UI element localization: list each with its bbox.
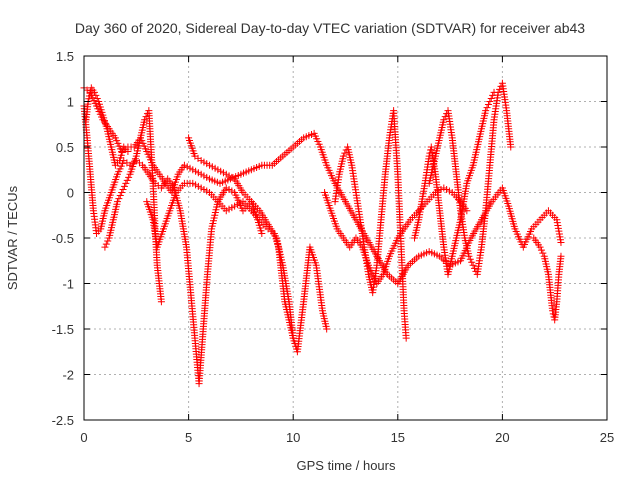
y-tick-label: -2 — [62, 368, 74, 383]
data-point-marker — [553, 219, 561, 227]
data-point-marker — [339, 152, 347, 160]
x-tick-label: 0 — [80, 430, 87, 445]
y-tick-label: -1.5 — [52, 322, 74, 337]
data-point-marker — [289, 334, 297, 342]
data-point-marker — [157, 298, 165, 306]
data-point-marker — [441, 113, 449, 121]
series-track-g — [331, 107, 410, 342]
data-point-marker — [425, 152, 433, 160]
data-point-marker — [536, 243, 544, 251]
x-tick-label: 15 — [391, 430, 405, 445]
data-point-marker — [104, 237, 112, 245]
data-point-marker — [483, 104, 491, 112]
data-point-marker — [465, 252, 473, 260]
x-tick-label: 10 — [286, 430, 300, 445]
y-tick-label: 0 — [67, 186, 74, 201]
data-point-marker — [466, 255, 474, 263]
data-point-marker — [93, 94, 101, 102]
series-track-e — [185, 134, 266, 237]
data-point-marker — [555, 230, 563, 238]
data-point-marker — [486, 98, 494, 105]
data-point-marker — [557, 252, 565, 260]
y-tick-label: 1 — [67, 95, 74, 110]
data-point-marker — [469, 261, 477, 269]
data-point-marker — [101, 243, 109, 251]
data-point-marker — [489, 91, 497, 99]
data-point-marker — [125, 173, 133, 181]
data-point-marker — [557, 239, 565, 247]
data-point-marker — [402, 334, 410, 342]
data-point-marker — [92, 91, 100, 99]
data-point-marker — [537, 246, 545, 254]
data-point-marker — [142, 113, 150, 121]
data-point-marker — [90, 88, 98, 96]
data-point-marker — [482, 107, 490, 115]
x-axis-label: GPS time / hours — [297, 458, 396, 473]
data-point-marker — [471, 264, 479, 272]
data-point-marker — [490, 88, 498, 96]
data-point-marker — [496, 85, 504, 93]
data-point-marker — [258, 229, 266, 237]
data-point-marker — [323, 325, 331, 333]
data-point-marker — [120, 182, 128, 190]
x-tick-label: 25 — [600, 430, 614, 445]
data-point-marker — [124, 148, 132, 156]
series-track-d — [101, 107, 165, 306]
series-track-c — [143, 179, 297, 342]
data-point-marker — [487, 94, 495, 102]
data-point-marker — [440, 116, 448, 124]
data-point-marker — [507, 143, 515, 151]
y-tick-label: 0.5 — [56, 140, 74, 155]
data-point-marker — [141, 116, 149, 124]
data-point-marker — [118, 189, 126, 196]
data-point-marker — [116, 192, 124, 200]
y-tick-label: 1.5 — [56, 49, 74, 64]
y-axis-label: SDTVAR / TECUs — [5, 185, 20, 290]
data-point-marker — [554, 224, 562, 232]
y-tick-label: -2.5 — [52, 413, 74, 428]
data-point-marker — [115, 195, 123, 203]
data-point-marker — [341, 149, 349, 157]
data-point-marker — [556, 236, 564, 244]
data-point-marker — [549, 307, 557, 315]
data-point-marker — [123, 176, 131, 184]
series-track-a — [80, 84, 565, 287]
y-tick-label: -1 — [62, 277, 74, 292]
data-point-marker — [102, 240, 110, 248]
data-point-marker — [539, 249, 547, 257]
series-track-i — [411, 88, 498, 278]
data-point-marker — [484, 101, 492, 109]
series-track-j — [530, 234, 565, 324]
data-point-marker — [554, 221, 562, 229]
data-point-marker — [556, 233, 564, 241]
y-tick-label: -0.5 — [52, 231, 74, 246]
series-track-f — [321, 184, 471, 287]
x-tick-label: 20 — [495, 430, 509, 445]
axis-ticks: 0 5 10 15 20 25 -2.5 -2 -1.5 -1 -0.5 0 0.5 1 1.5 — [52, 49, 615, 445]
data-point-marker — [113, 198, 121, 206]
data-point-marker — [122, 179, 130, 187]
data-point-marker — [463, 207, 471, 215]
data-point-marker — [555, 227, 563, 235]
chart-title: Day 360 of 2020, Sidereal Day-to-day VTE… — [75, 20, 585, 36]
data-markers — [80, 79, 565, 388]
x-tick-label: 5 — [185, 430, 192, 445]
data-point-marker — [468, 258, 476, 266]
data-point-marker — [119, 185, 127, 193]
data-point-marker — [553, 216, 561, 224]
